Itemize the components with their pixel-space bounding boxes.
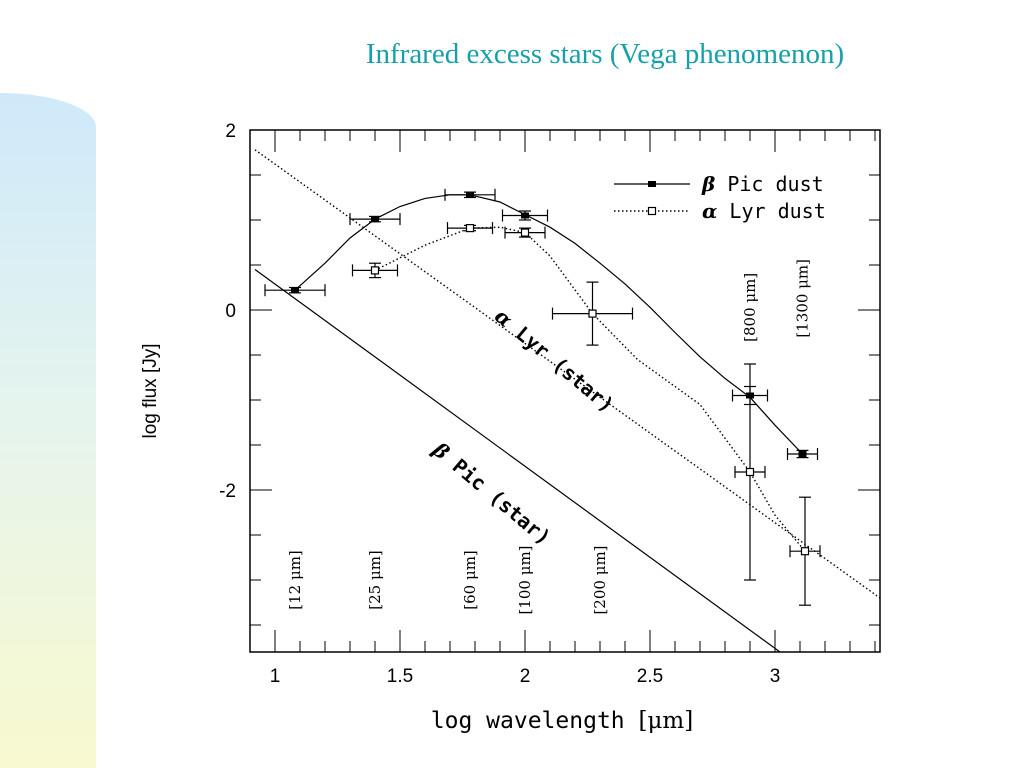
band-label: [800 μm] xyxy=(741,273,759,342)
band-label: [25 μm] xyxy=(366,550,384,610)
chart-markers xyxy=(264,188,821,606)
data-point-open xyxy=(465,224,475,233)
data-point-open xyxy=(800,547,810,556)
y-tick-label: 2 xyxy=(225,121,236,142)
x-tick-label: 1.5 xyxy=(387,666,413,687)
y-tick-label: 0 xyxy=(225,301,236,322)
star-annotation: β Pic (star) xyxy=(428,437,556,550)
chart-ticks xyxy=(250,130,880,652)
band-label: [100 μm] xyxy=(516,545,534,614)
series-line xyxy=(294,194,803,455)
data-point-open xyxy=(520,228,530,237)
legend-symbol: α xyxy=(702,199,717,223)
legend-marker xyxy=(648,181,656,187)
data-point-filled xyxy=(521,212,529,219)
series-line xyxy=(254,149,880,599)
x-tick-label: 1 xyxy=(270,666,281,687)
data-point-open xyxy=(370,266,380,275)
x-axis-title-unit: [μm] xyxy=(639,708,694,734)
x-axis-title-text: log wavelength xyxy=(431,708,639,734)
band-label: [60 μm] xyxy=(461,550,479,610)
chart-legend: β Pic dust α Lyr dust xyxy=(614,172,826,223)
legend-text: Lyr dust xyxy=(717,199,825,223)
slide-side-bar xyxy=(0,93,96,768)
annotation-text: Pic (star) xyxy=(439,446,556,550)
data-point-filled xyxy=(798,451,807,457)
x-axis-title: log wavelength [μm] xyxy=(431,708,693,734)
band-label: [1300 μm] xyxy=(794,259,812,338)
chart-curves xyxy=(254,149,880,652)
data-point-open xyxy=(745,467,755,477)
star-annotation: α Lyr (star) xyxy=(490,304,619,417)
y-axis-title: log flux [Jy] xyxy=(140,343,161,438)
slide-title: Infrared excess stars (Vega phenomenon) xyxy=(365,38,845,70)
plot-frame xyxy=(249,129,881,653)
legend-text: Pic dust xyxy=(715,172,823,196)
series-line xyxy=(254,269,781,652)
data-point-open xyxy=(588,309,597,318)
band-label: [200 μm] xyxy=(591,545,609,614)
legend-marker xyxy=(647,206,657,216)
legend-label: α Lyr dust xyxy=(702,199,826,223)
legend-symbol: β xyxy=(701,172,715,196)
data-point-filled xyxy=(371,216,379,223)
x-tick-label: 2 xyxy=(520,666,531,687)
data-point-filled xyxy=(291,287,299,294)
x-tick-label: 2.5 xyxy=(637,666,663,687)
legend-label: β Pic dust xyxy=(701,172,824,196)
band-label: [12 μm] xyxy=(286,550,304,610)
series-line xyxy=(374,226,806,552)
annotation-text: Lyr (star) xyxy=(502,314,619,418)
data-point-filled xyxy=(466,191,474,198)
x-tick-label: 3 xyxy=(770,666,781,687)
y-tick-label: -2 xyxy=(219,481,236,502)
